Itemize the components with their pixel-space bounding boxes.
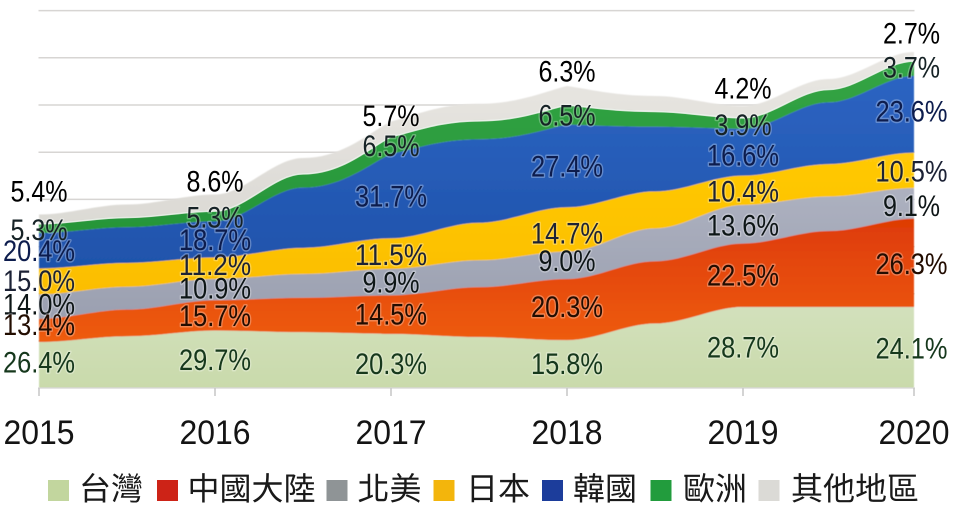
svg-text:10.4%: 10.4% [707, 177, 779, 209]
svg-text:13.6%: 13.6% [707, 211, 779, 243]
svg-text:8.6%: 8.6% [187, 167, 244, 199]
svg-text:2015: 2015 [4, 414, 75, 452]
svg-text:20.4%: 20.4% [3, 236, 75, 268]
svg-text:20.3%: 20.3% [531, 292, 603, 324]
svg-text:24.1%: 24.1% [876, 334, 948, 366]
svg-text:20.3%: 20.3% [355, 349, 427, 381]
svg-text:5.4%: 5.4% [11, 176, 68, 208]
svg-text:26.3%: 26.3% [876, 249, 948, 281]
svg-text:10.5%: 10.5% [876, 157, 948, 189]
svg-text:28.7%: 28.7% [707, 333, 779, 365]
svg-text:14.0%: 14.0% [3, 289, 75, 321]
svg-text:9.0%: 9.0% [539, 246, 596, 278]
svg-text:23.6%: 23.6% [876, 97, 948, 129]
svg-text:27.4%: 27.4% [531, 152, 603, 184]
svg-text:2020: 2020 [879, 414, 950, 452]
svg-text:2017: 2017 [356, 414, 427, 452]
svg-text:15.7%: 15.7% [179, 301, 251, 333]
svg-text:6.5%: 6.5% [363, 131, 420, 163]
svg-text:14.7%: 14.7% [531, 219, 603, 251]
svg-text:16.6%: 16.6% [707, 141, 779, 173]
svg-text:10.9%: 10.9% [179, 274, 251, 306]
svg-text:2016: 2016 [180, 414, 251, 452]
svg-text:6.5%: 6.5% [539, 101, 596, 133]
svg-text:2019: 2019 [708, 414, 779, 452]
svg-text:5.3%: 5.3% [11, 215, 68, 247]
svg-text:13.4%: 13.4% [3, 310, 75, 342]
svg-text:5.3%: 5.3% [187, 203, 244, 235]
svg-text:26.4%: 26.4% [3, 348, 75, 380]
svg-text:5.7%: 5.7% [363, 101, 420, 133]
svg-text:11.2%: 11.2% [179, 250, 251, 282]
svg-text:9.1%: 9.1% [883, 191, 940, 223]
svg-text:9.9%: 9.9% [363, 268, 420, 300]
svg-text:2018: 2018 [532, 414, 603, 452]
svg-text:22.5%: 22.5% [707, 261, 779, 293]
svg-text:29.7%: 29.7% [179, 345, 251, 377]
svg-text:15.8%: 15.8% [531, 349, 603, 381]
svg-text:2.7%: 2.7% [883, 19, 940, 51]
svg-text:18.7%: 18.7% [179, 225, 251, 257]
svg-text:3.7%: 3.7% [883, 53, 940, 85]
svg-text:15.0%: 15.0% [3, 266, 75, 298]
svg-text:31.7%: 31.7% [355, 182, 427, 214]
svg-text:4.2%: 4.2% [715, 74, 772, 106]
svg-text:14.5%: 14.5% [355, 300, 427, 332]
svg-text:6.3%: 6.3% [539, 56, 596, 88]
svg-text:11.5%: 11.5% [355, 240, 427, 272]
svg-text:3.9%: 3.9% [715, 110, 772, 142]
